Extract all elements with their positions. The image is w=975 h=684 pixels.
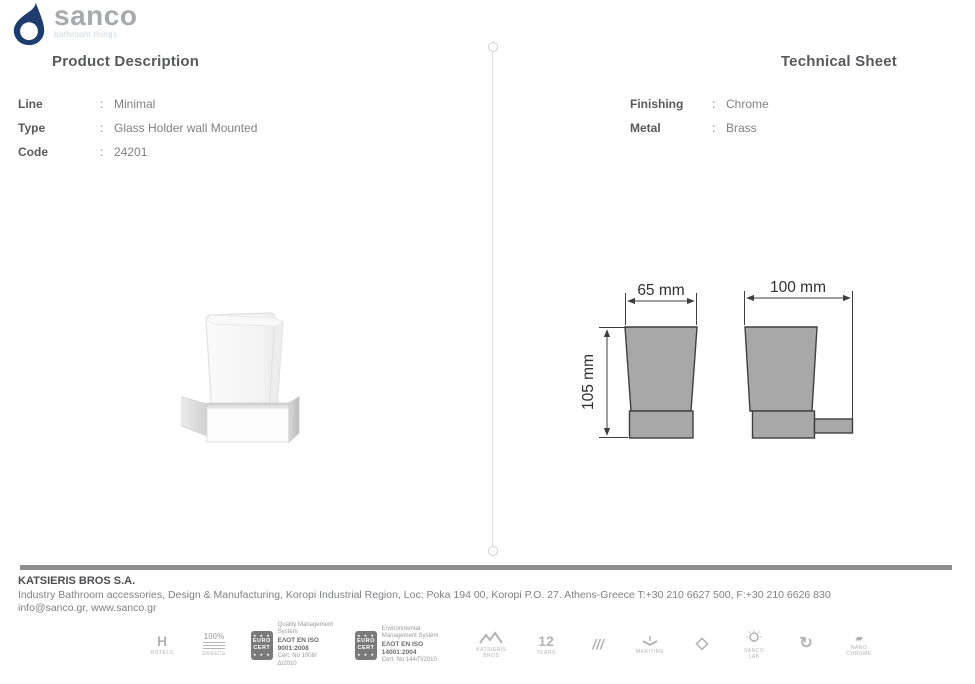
maritime-icon xyxy=(641,635,659,647)
front-width-label: 65 mm xyxy=(637,282,684,299)
field-line: Line : Minimal xyxy=(18,97,257,111)
field-colon: : xyxy=(712,121,716,135)
mountain-peaks-icon xyxy=(478,631,504,645)
footer-contacts: info@sanco.gr, www.sanco.gr xyxy=(18,602,157,614)
side-width-label: 100 mm xyxy=(770,279,826,296)
hotels-badge: H HOTELS xyxy=(150,633,174,656)
sanco-lab-badge: SANCO LAB xyxy=(739,630,769,660)
divider-top-dot xyxy=(488,42,498,52)
glass-cup xyxy=(205,312,276,416)
field-label: Type xyxy=(18,121,46,135)
stripes-badge: /// xyxy=(583,637,613,653)
greece-100-icon: 100% xyxy=(203,632,225,641)
katsieris-bros-badge: KATSIERIS BROS xyxy=(474,631,509,659)
field-label: Code xyxy=(18,145,48,159)
field-code: Code : 24201 xyxy=(18,145,257,159)
nano-chrome-icon: ▰ xyxy=(855,632,863,643)
holder-front xyxy=(206,407,290,443)
product-photo-glass-holder xyxy=(181,312,300,444)
footer-address: Industry Bathroom accessories, Design & … xyxy=(18,589,831,601)
field-finishing: Finishing : Chrome xyxy=(630,97,769,111)
field-colon: : xyxy=(100,97,104,111)
certification-row: H HOTELS 100% GREECE ★ ★ ★ EURO CERT ★ ★… xyxy=(147,618,875,672)
field-metal: Metal : Brass xyxy=(630,121,769,135)
front-view-drawing xyxy=(624,326,698,439)
holder-top-edge xyxy=(206,402,290,409)
diamond-icon: ◇ xyxy=(695,635,709,652)
divider-bottom-dot xyxy=(488,546,498,556)
technical-drawings: 65 mm 105 mm 100 mm xyxy=(580,279,854,439)
circular-arrow-icon: ↻ xyxy=(799,635,813,652)
brand-tagline: bathroom things xyxy=(54,30,118,39)
eurocert-environmental-badge: ★ ★ ★ EURO CERT ★ ★ ★ Environmental Mana… xyxy=(355,625,439,663)
sanco-logo: sanco bathroom things xyxy=(12,2,137,46)
field-colon: : xyxy=(100,121,104,135)
front-height-label: 105 mm xyxy=(580,354,597,410)
twelve-years-icon: 12 xyxy=(538,633,554,649)
technical-sheet-title: Technical Sheet xyxy=(780,53,897,70)
maritime-badge: MARITIME xyxy=(635,635,665,655)
product-description-title: Product Description xyxy=(52,53,200,70)
water-drop-icon xyxy=(13,2,45,46)
twelve-years-badge: 12 YEARS xyxy=(536,633,556,656)
field-value: Minimal xyxy=(114,97,156,111)
field-label: Line xyxy=(18,97,43,111)
eurocert-icon: ★ ★ ★ EURO CERT ★ ★ ★ xyxy=(251,630,273,660)
hotels-icon: H xyxy=(156,633,168,649)
eurocert-icon: ★ ★ ★ EURO CERT ★ ★ ★ xyxy=(355,630,377,660)
eurocert-quality-badge: ★ ★ ★ EURO CERT ★ ★ ★ Quality Management… xyxy=(251,621,333,667)
nano-chrome-badge: ▰ NANO CHROME xyxy=(846,632,872,657)
wall-bracket xyxy=(181,396,208,437)
guarantee-diamond-badge: ◇ xyxy=(687,636,717,654)
field-colon: : xyxy=(712,97,716,111)
footer-divider-bar xyxy=(20,565,952,570)
holder-side xyxy=(288,396,300,444)
lightbulb-icon xyxy=(746,630,763,646)
dimension-lines xyxy=(599,291,853,438)
field-value: Chrome xyxy=(726,97,769,111)
greece-100-badge: 100% GREECE xyxy=(201,632,227,658)
field-value: Brass xyxy=(726,121,757,135)
circular-arrow-badge: ↻ xyxy=(791,636,821,654)
footer-company-name: KATSIERIS BROS S.A. xyxy=(18,575,136,587)
stripes-icon: /// xyxy=(592,636,604,652)
wall-mount-tab xyxy=(813,418,854,434)
field-value: Glass Holder wall Mounted xyxy=(114,121,258,135)
field-value: 24201 xyxy=(114,145,148,159)
field-label: Finishing xyxy=(630,97,684,111)
side-view-drawing xyxy=(744,326,854,439)
center-divider-line xyxy=(492,52,493,546)
technical-sheet-fields: Finishing : Chrome Metal : Brass xyxy=(630,97,769,145)
field-label: Metal xyxy=(630,121,661,135)
product-description-fields: Line : Minimal Type : Glass Holder wall … xyxy=(18,97,257,169)
brand-name: sanco xyxy=(54,0,138,31)
field-type: Type : Glass Holder wall Mounted xyxy=(18,121,257,135)
field-colon: : xyxy=(100,145,104,159)
glass-cup-rim xyxy=(205,314,285,327)
